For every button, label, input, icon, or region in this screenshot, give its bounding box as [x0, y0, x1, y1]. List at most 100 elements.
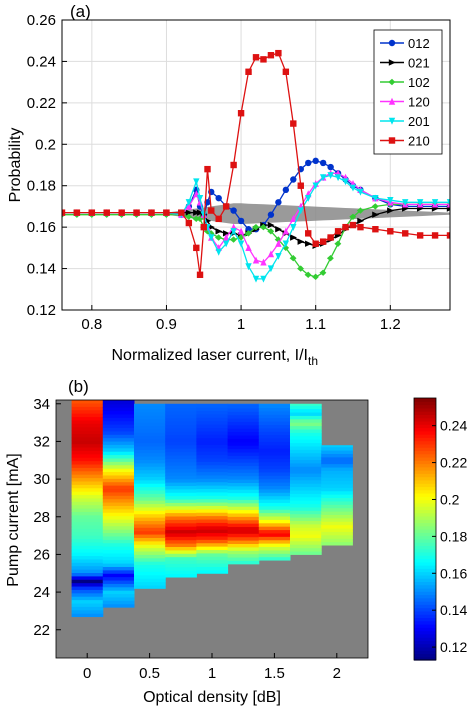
- heatmap-cell: [196, 549, 229, 554]
- colorbar-tick-label: 0.16: [440, 565, 467, 581]
- data-point-102: [282, 244, 290, 252]
- colorbar-segment: [414, 496, 436, 501]
- heatmap-cell: [196, 556, 229, 561]
- heatmap-cell: [196, 535, 229, 540]
- heatmap-cell: [258, 431, 291, 436]
- colorbar-segment: [414, 630, 436, 635]
- panel-a-y-tick-label: 0.16: [27, 219, 56, 236]
- heatmap-cell: [134, 517, 166, 522]
- heatmap-cell: [71, 409, 104, 414]
- colorbar-segment: [414, 479, 436, 484]
- heatmap-cell: [134, 520, 166, 525]
- heatmap-cell: [196, 502, 229, 506]
- heatmap-cell: [102, 539, 135, 544]
- heatmap-cell: [227, 557, 260, 561]
- heatmap-cell: [196, 420, 229, 425]
- heatmap-cell: [71, 521, 104, 526]
- heatmap-cell: [321, 504, 353, 509]
- heatmap-cell: [71, 416, 104, 421]
- heatmap-cell: [102, 529, 135, 534]
- data-point-201: [215, 248, 222, 256]
- data-point-012: [215, 194, 222, 202]
- heatmap-cell: [71, 545, 104, 550]
- data-point-120: [290, 215, 297, 223]
- heatmap-cell: [321, 528, 353, 532]
- heatmap-cell: [258, 549, 291, 554]
- colorbar-segment: [414, 489, 436, 494]
- heatmap-cell: [227, 512, 260, 517]
- heatmap-cell: [71, 450, 104, 455]
- data-point-210: [342, 223, 349, 231]
- colorbar-segment: [414, 542, 436, 546]
- data-point-210: [297, 182, 304, 189]
- heatmap-cell: [227, 418, 260, 422]
- heatmap-cell: [321, 487, 353, 492]
- data-point-120: [267, 250, 275, 258]
- data-point-021: [193, 209, 201, 216]
- heatmap-cell: [102, 525, 135, 530]
- heatmap-cell: [196, 546, 229, 551]
- heatmap-cell: [71, 565, 104, 570]
- heatmap-cell: [227, 455, 260, 460]
- heatmap-cell: [258, 485, 291, 490]
- colorbar-segment: [414, 411, 436, 415]
- heatmap-cell: [165, 407, 197, 412]
- heatmap-cell: [196, 505, 229, 510]
- heatmap-cell: [102, 491, 135, 496]
- heatmap-cell: [196, 569, 229, 574]
- colorbar-segment: [414, 607, 436, 612]
- colorbar-segment: [414, 450, 436, 455]
- data-point-021: [215, 228, 223, 235]
- panel-b: 0 0.5 1 1.5 2 22 24 26 28 30 32 34 (b) Pump curren…: [5, 377, 467, 706]
- data-point-012: [327, 163, 334, 171]
- heatmap-cell: [71, 508, 104, 512]
- heatmap-cell: [196, 495, 229, 500]
- heatmap-cell: [196, 427, 229, 432]
- heatmap-cell: [71, 541, 104, 546]
- heatmap-cell: [227, 462, 260, 467]
- heatmap-cell: [321, 524, 353, 529]
- data-point-210: [305, 230, 312, 237]
- heatmap-cell: [102, 576, 135, 581]
- heatmap-cell: [196, 417, 229, 422]
- heatmap-cell: [196, 464, 229, 469]
- heatmap-cell: [165, 438, 197, 442]
- heatmap-cell: [196, 522, 229, 527]
- data-point-210: [327, 234, 334, 241]
- data-point-210: [334, 228, 342, 235]
- colorbar-segment: [414, 456, 436, 461]
- heatmap-cell: [134, 445, 166, 450]
- heatmap-cell: [227, 523, 260, 528]
- data-point-210: [357, 223, 364, 231]
- heatmap-cell: [71, 419, 104, 424]
- heatmap-cell: [290, 422, 322, 427]
- data-point-120: [282, 227, 290, 235]
- heatmap-cell: [102, 566, 135, 571]
- heatmap-cell: [290, 540, 322, 545]
- heatmap-cell: [227, 435, 260, 439]
- heatmap-cell: [258, 465, 291, 470]
- heatmap-cell: [196, 403, 229, 408]
- colorbar-segment: [414, 597, 436, 602]
- panel-b-x-tick-label: 1.5: [264, 665, 285, 682]
- heatmap-cell: [134, 510, 166, 515]
- heatmap-cell: [102, 552, 135, 557]
- panel-b-label: (b): [68, 377, 89, 396]
- data-point-201: [196, 194, 204, 202]
- heatmap-cell: [71, 464, 104, 468]
- data-point-201: [222, 240, 230, 248]
- heatmap-cell: [227, 407, 260, 412]
- heatmap-cell: [165, 417, 197, 422]
- colorbar-segment: [414, 565, 436, 569]
- data-point-210: [245, 68, 252, 75]
- heatmap-cell: [134, 554, 166, 559]
- heatmap-cell: [102, 556, 135, 561]
- heatmap-cell: [227, 499, 260, 504]
- heatmap-cell: [321, 497, 353, 502]
- heatmap-cell: [227, 553, 260, 558]
- heatmap-cell: [321, 494, 353, 499]
- heatmap-cell: [165, 465, 197, 470]
- heatmap-cell: [102, 515, 135, 520]
- heatmap-cell: [321, 467, 353, 471]
- heatmap-cell: [102, 458, 135, 462]
